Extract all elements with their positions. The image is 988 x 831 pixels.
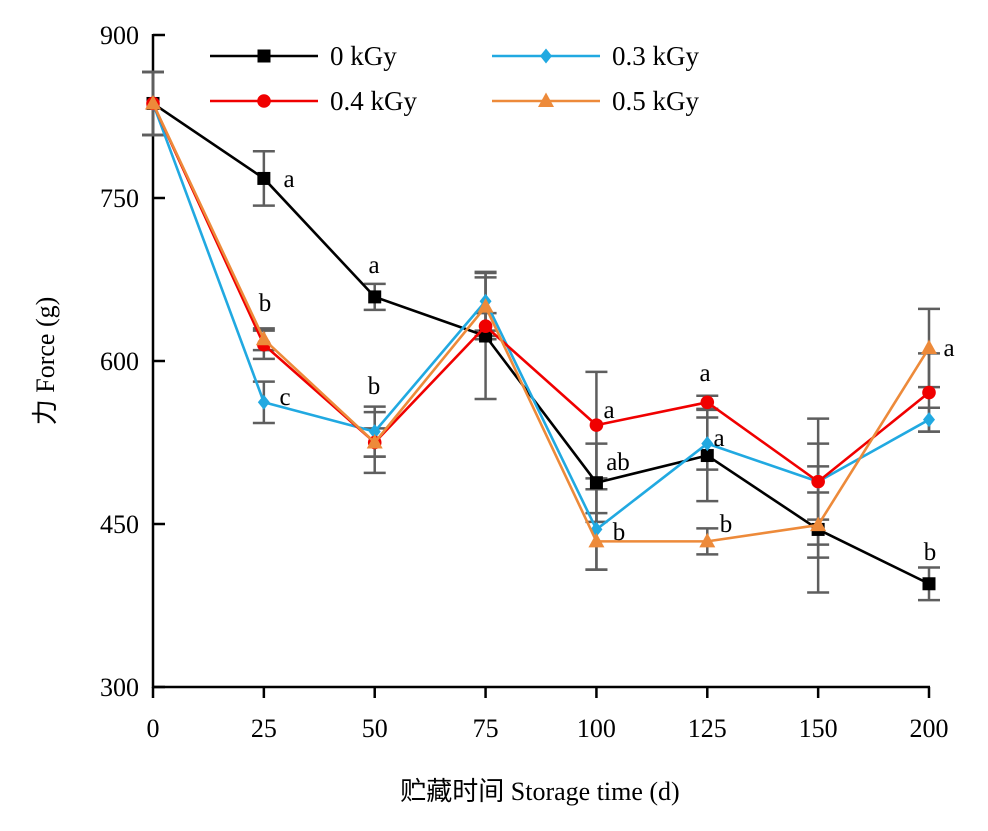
significance-label: a <box>283 166 294 193</box>
x-tick-label: 25 <box>251 714 277 743</box>
significance-label: a <box>603 397 614 424</box>
x-axis-ticks: 0 25 50 75 100 125 150 200 <box>147 687 949 743</box>
legend-marker-square <box>257 49 271 63</box>
legend-marker-circle <box>257 94 271 108</box>
data-point-0-kgy <box>700 449 714 463</box>
y-tick-label: 600 <box>100 347 139 376</box>
data-point-0-5-kgy <box>255 330 272 346</box>
x-tick-label: 75 <box>473 714 499 743</box>
legend-label: 0.4 kGy <box>330 86 417 116</box>
x-tick-label: 125 <box>688 714 727 743</box>
data-point-0-4-kgy <box>811 474 825 489</box>
legend-label: 0.3 kGy <box>612 41 699 71</box>
y-tick-label: 450 <box>100 510 139 539</box>
series-line-0-4-kgy <box>151 102 930 483</box>
legend-item-0-4-kgy: 0.4 kGy <box>210 86 417 116</box>
y-tick-label: 900 <box>100 21 139 50</box>
data-point-0-kgy <box>479 329 493 343</box>
significance-label: ab <box>606 449 630 476</box>
x-tick-label: 0 <box>147 714 160 743</box>
x-tick-label: 100 <box>577 714 616 743</box>
legend-item-0-3-kgy: 0.3 kGy <box>492 41 699 71</box>
data-point-0-4-kgy <box>922 385 936 400</box>
y-tick-label: 300 <box>100 673 139 702</box>
data-point-0-kgy <box>257 171 271 185</box>
significance-label: b <box>924 539 937 566</box>
significance-label: b <box>720 511 733 538</box>
legend-marker-diamond <box>540 48 552 64</box>
data-point-0-4-kgy <box>478 319 493 334</box>
y-axis-label: 力 Force (g) <box>31 297 60 426</box>
x-tick-label: 50 <box>362 714 388 743</box>
series-line-0-3-kgy <box>151 103 930 531</box>
significance-label: a <box>713 425 724 452</box>
significance-label: a <box>699 360 710 387</box>
legend-label: 0 kGy <box>330 41 397 71</box>
legend: 0 kGy 0.3 kGy 0.4 kGy 0.5 kGy <box>210 41 699 116</box>
data-point-0-kgy <box>589 476 603 490</box>
y-axis-ticks: 300 450 600 750 900 <box>100 21 165 702</box>
y-tick-label: 750 <box>100 184 139 213</box>
data-point-0-kgy <box>368 290 382 304</box>
legend-item-0-5-kgy: 0.5 kGy <box>492 86 699 116</box>
x-axis-label: 贮藏时间 Storage time (d) <box>400 777 679 806</box>
axes <box>151 34 930 689</box>
x-tick-label: 200 <box>910 714 949 743</box>
significance-label: b <box>259 290 272 317</box>
significance-label: b <box>613 519 626 546</box>
series-line-0-5-kgy <box>151 102 931 543</box>
data-point-0-5-kgy <box>810 516 827 532</box>
data-point-0-3-kgy <box>368 424 381 440</box>
series-line-0-kgy <box>152 102 930 585</box>
legend-marker-triangle <box>538 92 554 107</box>
data-point-0-3-kgy <box>701 436 714 452</box>
series-0-5-kgy <box>145 94 937 548</box>
data-point-0-5-kgy <box>921 339 937 354</box>
data-point-0-3-kgy <box>257 394 270 410</box>
legend-label: 0.5 kGy <box>612 86 699 116</box>
x-tick-label: 150 <box>799 714 838 743</box>
data-point-0-3-kgy <box>923 412 935 428</box>
data-point-0-kgy <box>922 577 936 591</box>
data-point-0-5-kgy <box>366 434 383 449</box>
significance-label: a <box>943 335 954 362</box>
data-point-0-4-kgy <box>589 418 604 432</box>
data-point-0-5-kgy <box>699 532 716 548</box>
significance-label: b <box>368 373 381 400</box>
legend-item-0-kgy: 0 kGy <box>210 41 397 71</box>
data-point-0-4-kgy <box>700 395 715 410</box>
data-point-0-5-kgy <box>477 298 494 313</box>
significance-label: c <box>279 384 290 411</box>
data-point-0-5-kgy <box>588 532 605 548</box>
series-group <box>145 94 937 591</box>
data-point-0-5-kgy <box>145 94 161 110</box>
significance-label: a <box>368 252 379 279</box>
